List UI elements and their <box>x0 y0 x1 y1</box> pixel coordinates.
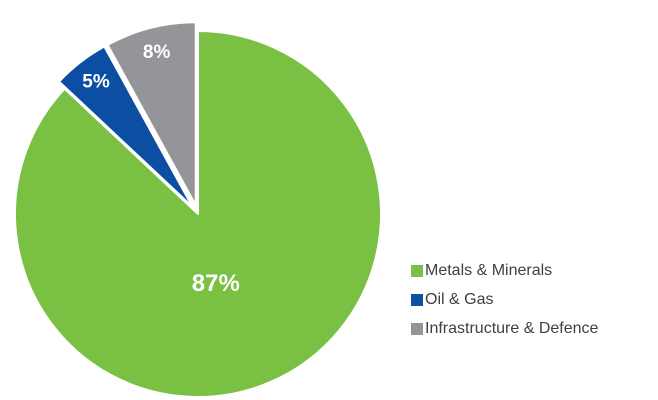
pie-label-metals-minerals: 87% <box>192 270 240 297</box>
pie-slice-oil-gas <box>58 45 194 208</box>
legend-swatch-infrastructure-defence <box>411 322 423 335</box>
pie-label-oil-gas: 5% <box>82 72 110 93</box>
legend-item-metals-minerals: Metals & Minerals <box>411 259 658 282</box>
legend-item-oil-gas: Oil & Gas <box>411 288 658 311</box>
legend: Metals & Minerals Oil & Gas Infrastructu… <box>411 259 658 346</box>
pie-slices <box>14 21 382 398</box>
legend-swatch-oil-gas <box>411 293 423 306</box>
legend-item-infrastructure-defence: Infrastructure & Defence <box>411 317 658 340</box>
pie-labels: 87% 5% 8% <box>82 42 240 297</box>
legend-swatch-metals-minerals <box>411 264 423 277</box>
legend-label-oil-gas: Oil & Gas <box>425 290 494 308</box>
pie-slice-infrastructure-defence <box>106 21 197 207</box>
legend-label-infrastructure-defence: Infrastructure & Defence <box>425 319 599 337</box>
legend-label-metals-minerals: Metals & Minerals <box>425 261 553 279</box>
pie-slice-metals-minerals <box>14 30 382 398</box>
pie-label-infrastructure-defence: 8% <box>143 42 171 63</box>
